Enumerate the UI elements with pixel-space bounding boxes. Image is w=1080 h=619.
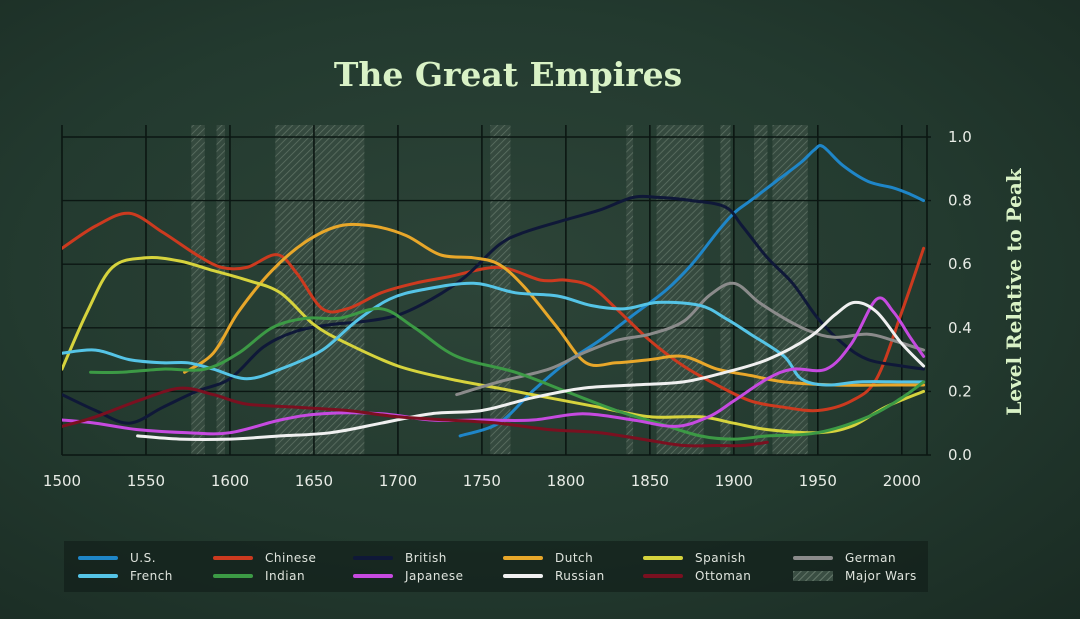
series-line-ottoman bbox=[62, 386, 769, 448]
chart-title: The Great Empires bbox=[334, 55, 682, 94]
y-axis-label: Level Relative to Peak bbox=[1002, 167, 1026, 415]
series-line-indian bbox=[89, 307, 926, 441]
war-period-1 bbox=[216, 125, 225, 455]
legend-label-french: French bbox=[130, 569, 173, 583]
legend-label-chinese: Chinese bbox=[265, 551, 316, 565]
series-line-british bbox=[62, 194, 926, 425]
war-period-0 bbox=[191, 125, 205, 455]
x-tick-label: 1600 bbox=[211, 472, 249, 490]
y-axis: 0.0 0.2 0.4 0.6 0.8 1.0 bbox=[948, 128, 972, 464]
legend-box bbox=[64, 541, 928, 592]
x-tick-label: 1650 bbox=[295, 472, 333, 490]
series-lines bbox=[62, 144, 926, 448]
y-tick-label: 0.2 bbox=[948, 382, 972, 400]
x-tick-label: 1800 bbox=[547, 472, 585, 490]
x-tick-label: 1900 bbox=[715, 472, 753, 490]
war-period-5 bbox=[656, 125, 704, 455]
series-line-japanese bbox=[62, 296, 926, 436]
series-line-spanish bbox=[62, 256, 926, 435]
legend-label-ottoman: Ottoman bbox=[695, 569, 751, 583]
y-tick-label: 1.0 bbox=[948, 128, 972, 146]
legend: U.S. Chinese British Dutch Spanish German Fren… bbox=[78, 551, 917, 583]
legend-swatch-wars bbox=[793, 571, 833, 581]
x-tick-label: 1950 bbox=[799, 472, 837, 490]
legend-label-spanish: Spanish bbox=[695, 551, 746, 565]
x-tick-label: 1750 bbox=[463, 472, 501, 490]
war-period-4 bbox=[626, 125, 634, 455]
legend-label-indian: Indian bbox=[265, 569, 305, 583]
y-tick-label: 0.6 bbox=[948, 255, 972, 273]
x-tick-label: 1500 bbox=[43, 472, 81, 490]
war-period-2 bbox=[275, 125, 365, 455]
series-line-russian bbox=[136, 300, 926, 441]
x-tick-label: 1850 bbox=[631, 472, 669, 490]
war-period-6 bbox=[720, 125, 731, 455]
legend-label-japanese: Japanese bbox=[404, 569, 464, 583]
legend-label-german: German bbox=[845, 551, 896, 565]
legend-label-majorwars: Major Wars bbox=[845, 569, 917, 583]
legend-label-us: U.S. bbox=[130, 551, 156, 565]
y-tick-label: 0.8 bbox=[948, 192, 972, 210]
series-line-dutch bbox=[183, 222, 926, 387]
war-period-7 bbox=[754, 125, 768, 455]
x-tick-label: 1550 bbox=[127, 472, 165, 490]
legend-label-british: British bbox=[405, 551, 447, 565]
x-tick-label: 1700 bbox=[379, 472, 417, 490]
series-line-french bbox=[62, 281, 926, 387]
x-axis: 1500 1550 1600 1650 1700 1750 1800 1850 1900 1950… bbox=[43, 472, 921, 490]
legend-label-russian: Russian bbox=[555, 569, 605, 583]
y-tick-label: 0.0 bbox=[948, 446, 972, 464]
x-tick-label: 2000 bbox=[883, 472, 921, 490]
legend-label-dutch: Dutch bbox=[555, 551, 593, 565]
series-line-chinese bbox=[62, 211, 926, 413]
series-line-german bbox=[455, 281, 926, 397]
y-tick-label: 0.4 bbox=[948, 319, 972, 337]
